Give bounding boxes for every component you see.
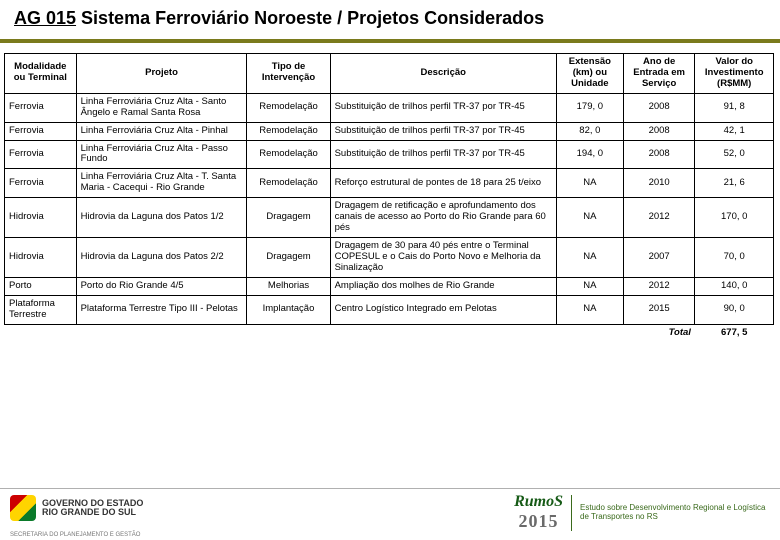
table-row: FerroviaLinha Ferroviária Cruz Alta - T.…: [5, 169, 774, 198]
td-descricao: Centro Logístico Integrado em Pelotas: [330, 295, 556, 324]
td-valor: 170, 0: [695, 198, 774, 238]
td-extensao: 82, 0: [556, 122, 623, 140]
state-crest-icon: [10, 495, 36, 521]
td-valor: 90, 0: [695, 295, 774, 324]
td-projeto: Hidrovia da Laguna dos Patos 2/2: [76, 237, 247, 277]
title-rest: Sistema Ferroviário Noroeste / Projetos …: [76, 8, 544, 28]
td-valor: 21, 6: [695, 169, 774, 198]
td-descricao: Dragagem de 30 para 40 pés entre o Termi…: [330, 237, 556, 277]
gov-line2: RIO GRANDE DO SUL: [42, 508, 143, 517]
td-extensao: NA: [556, 198, 623, 238]
td-modalidade: Hidrovia: [5, 237, 77, 277]
td-valor: 70, 0: [695, 237, 774, 277]
td-ano: 2010: [623, 169, 695, 198]
td-modalidade: Ferrovia: [5, 122, 77, 140]
td-extensao: NA: [556, 169, 623, 198]
footer-divider: [571, 495, 572, 531]
table-row: HidroviaHidrovia da Laguna dos Patos 1/2…: [5, 198, 774, 238]
td-modalidade: Plataforma Terrestre: [5, 295, 77, 324]
td-ano: 2008: [623, 122, 695, 140]
footer-tagline: Estudo sobre Desenvolvimento Regional e …: [580, 504, 770, 522]
total-value: 677, 5: [695, 324, 774, 341]
td-extensao: 194, 0: [556, 140, 623, 169]
th-ano: Ano de Entrada em Serviço: [623, 54, 695, 94]
td-descricao: Substituição de trilhos perfil TR-37 por…: [330, 93, 556, 122]
table-row: FerroviaLinha Ferroviária Cruz Alta - Pi…: [5, 122, 774, 140]
projects-table-wrap: Modalidade ou Terminal Projeto Tipo de I…: [0, 43, 780, 341]
td-descricao: Dragagem de retificação e aprofundamento…: [330, 198, 556, 238]
td-descricao: Reforço estrutural de pontes de 18 para …: [330, 169, 556, 198]
footer-left: GOVERNO DO ESTADO RIO GRANDE DO SUL: [10, 495, 143, 521]
secretariat-caption: SECRETARIA DO PLANEJAMENTO E GESTÃO: [10, 532, 140, 538]
table-row: PortoPorto do Rio Grande 4/5MelhoriasAmp…: [5, 277, 774, 295]
rumos-word: RumoS: [514, 493, 563, 511]
td-extensao: NA: [556, 277, 623, 295]
td-tipo: Dragagem: [247, 237, 330, 277]
td-tipo: Remodelação: [247, 169, 330, 198]
td-ano: 2012: [623, 277, 695, 295]
td-descricao: Ampliação dos molhes de Rio Grande: [330, 277, 556, 295]
table-row: FerroviaLinha Ferroviária Cruz Alta - Sa…: [5, 93, 774, 122]
td-modalidade: Porto: [5, 277, 77, 295]
rumos-year: 2015: [514, 511, 563, 532]
table-total-row: Total677, 5: [5, 324, 774, 341]
table-row: Plataforma TerrestrePlataforma Terrestre…: [5, 295, 774, 324]
footer-right: RumoS 2015 Estudo sobre Desenvolvimento …: [514, 493, 770, 532]
th-extensao: Extensão (km) ou Unidade: [556, 54, 623, 94]
td-valor: 140, 0: [695, 277, 774, 295]
footer: GOVERNO DO ESTADO RIO GRANDE DO SUL SECR…: [0, 488, 780, 540]
title-code: AG 015: [14, 8, 76, 28]
td-ano: 2007: [623, 237, 695, 277]
th-modalidade: Modalidade ou Terminal: [5, 54, 77, 94]
td-modalidade: Hidrovia: [5, 198, 77, 238]
th-descricao: Descrição: [330, 54, 556, 94]
td-projeto: Hidrovia da Laguna dos Patos 1/2: [76, 198, 247, 238]
td-extensao: NA: [556, 295, 623, 324]
td-tipo: Melhorias: [247, 277, 330, 295]
td-modalidade: Ferrovia: [5, 140, 77, 169]
page-title: AG 015 Sistema Ferroviário Noroeste / Pr…: [0, 0, 780, 39]
td-modalidade: Ferrovia: [5, 169, 77, 198]
td-valor: 52, 0: [695, 140, 774, 169]
td-projeto: Linha Ferroviária Cruz Alta - Santo Ânge…: [76, 93, 247, 122]
td-extensao: NA: [556, 237, 623, 277]
projects-table: Modalidade ou Terminal Projeto Tipo de I…: [4, 53, 774, 341]
td-tipo: Remodelação: [247, 140, 330, 169]
table-row: HidroviaHidrovia da Laguna dos Patos 2/2…: [5, 237, 774, 277]
th-projeto: Projeto: [76, 54, 247, 94]
gov-text: GOVERNO DO ESTADO RIO GRANDE DO SUL: [42, 499, 143, 518]
td-valor: 91, 8: [695, 93, 774, 122]
td-projeto: Plataforma Terrestre Tipo III - Pelotas: [76, 295, 247, 324]
td-descricao: Substituição de trilhos perfil TR-37 por…: [330, 140, 556, 169]
td-tipo: Remodelação: [247, 93, 330, 122]
td-extensao: 179, 0: [556, 93, 623, 122]
td-ano: 2015: [623, 295, 695, 324]
td-projeto: Linha Ferroviária Cruz Alta - Pinhal: [76, 122, 247, 140]
th-tipo: Tipo de Intervenção: [247, 54, 330, 94]
td-tipo: Implantação: [247, 295, 330, 324]
rumos-logo: RumoS 2015: [514, 493, 563, 532]
td-descricao: Substituição de trilhos perfil TR-37 por…: [330, 122, 556, 140]
td-tipo: Dragagem: [247, 198, 330, 238]
td-modalidade: Ferrovia: [5, 93, 77, 122]
table-row: FerroviaLinha Ferroviária Cruz Alta - Pa…: [5, 140, 774, 169]
td-tipo: Remodelação: [247, 122, 330, 140]
td-valor: 42, 1: [695, 122, 774, 140]
td-projeto: Linha Ferroviária Cruz Alta - T. Santa M…: [76, 169, 247, 198]
td-projeto: Porto do Rio Grande 4/5: [76, 277, 247, 295]
td-ano: 2008: [623, 93, 695, 122]
table-header-row: Modalidade ou Terminal Projeto Tipo de I…: [5, 54, 774, 94]
th-valor: Valor do Investimento (R$MM): [695, 54, 774, 94]
td-projeto: Linha Ferroviária Cruz Alta - Passo Fund…: [76, 140, 247, 169]
td-ano: 2012: [623, 198, 695, 238]
total-label: Total: [5, 324, 695, 341]
td-ano: 2008: [623, 140, 695, 169]
